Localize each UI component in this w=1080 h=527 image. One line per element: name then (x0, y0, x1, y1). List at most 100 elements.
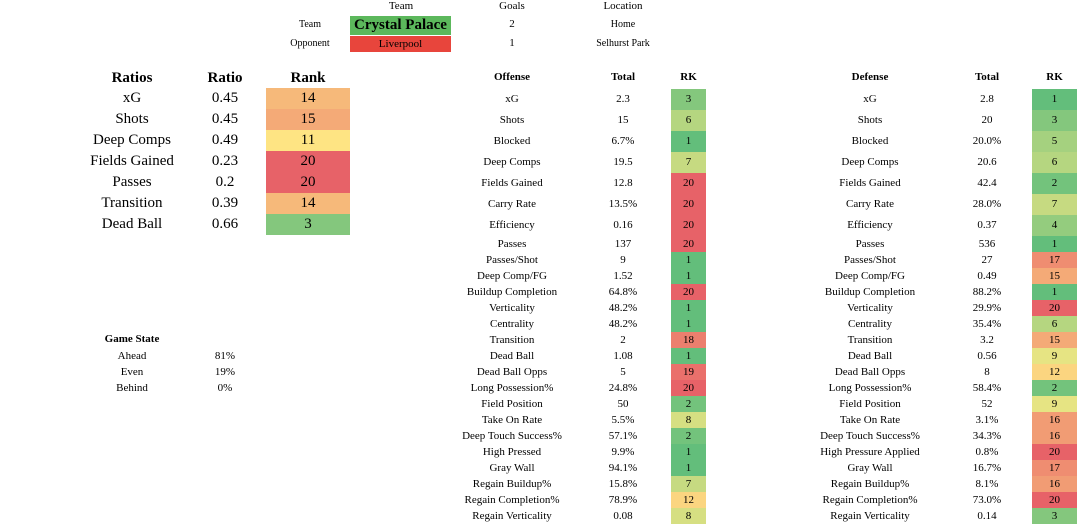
offense-row-label: Take On Rate (481, 414, 543, 426)
defense-row-total: 73.0% (972, 494, 1002, 506)
offense-row-total: 19.5 (613, 156, 633, 168)
offense-row-label: Passes/Shot (486, 254, 538, 266)
offense-row-total: 5 (620, 366, 626, 378)
ratio-rank: 20 (266, 172, 350, 193)
ratio-value: 0.45 (211, 111, 239, 127)
defense-row-total: 536 (978, 238, 996, 250)
defense-row-label: Dead Ball Opps (834, 366, 906, 378)
defense-row-label: Shots (857, 114, 883, 126)
ratio-label: Fields Gained (90, 153, 174, 169)
offense-row-total: 48.2% (608, 318, 638, 330)
defense-row-label: Passes (855, 238, 885, 250)
defense-row-rank: 9 (1032, 348, 1077, 364)
offense-row-label: Deep Comps (483, 156, 541, 168)
offense-row-total: 78.9% (608, 494, 638, 506)
offense-row-total: 64.8% (608, 286, 638, 298)
defense-row-total: 35.4% (972, 318, 1002, 330)
offense-row-label: xG (505, 93, 519, 105)
offense-row-rank: 20 (671, 173, 706, 194)
game-state-label: Even (120, 366, 144, 378)
opponent-goals: 1 (509, 37, 515, 49)
game-state-title: Game State (104, 333, 160, 345)
defense-row-label: Blocked (851, 135, 889, 147)
defense-row-rank: 1 (1032, 284, 1077, 300)
defense-row-total: 0.56 (977, 350, 997, 362)
team-name: Crystal Palace (350, 16, 451, 35)
offense-row-rank: 7 (671, 152, 706, 173)
offense-row-total: 1.08 (613, 350, 633, 362)
col-location-header: Location (603, 0, 643, 12)
defense-row-label: Efficiency (847, 219, 893, 231)
defense-row-label: Dead Ball (847, 350, 893, 362)
offense-row-rank: 1 (671, 316, 706, 332)
game-state-value: 81% (214, 350, 236, 362)
defense-row-label: Deep Comps (841, 156, 899, 168)
offense-row-label: Dead Ball Opps (476, 366, 548, 378)
offense-row-total: 9 (620, 254, 626, 266)
defense-row-total: 20.6 (977, 156, 997, 168)
offense-row-rank: 3 (671, 89, 706, 110)
offense-row-rank: 2 (671, 396, 706, 412)
ratio-rank: 15 (266, 109, 350, 130)
defense-row-rank: 2 (1032, 380, 1077, 396)
offense-row-rank: 18 (671, 332, 706, 348)
offense-header: Offense (493, 71, 531, 83)
offense-row-rank: 20 (671, 215, 706, 236)
defense-row-label: Long Possession% (828, 382, 912, 394)
offense-row-label: Buildup Completion (466, 286, 558, 298)
offense-row-label: Fields Gained (481, 177, 543, 189)
offense-row-label: Blocked (493, 135, 531, 147)
defense-row-total: 0.49 (977, 270, 997, 282)
defense-row-label: Transition (847, 334, 893, 346)
defense-rk-header: RK (1046, 71, 1063, 83)
offense-row-total: 15 (617, 114, 629, 126)
offense-row-total: 12.8 (613, 177, 633, 189)
offense-row-total: 5.5% (611, 414, 635, 426)
defense-row-label: High Pressure Applied (820, 446, 920, 458)
defense-row-label: Take On Rate (839, 414, 901, 426)
offense-total-header: Total (610, 71, 636, 83)
defense-row-total: 3.1% (975, 414, 999, 426)
offense-row-rank: 20 (671, 194, 706, 215)
offense-row-total: 0.16 (613, 219, 633, 231)
defense-row-rank: 3 (1032, 110, 1077, 131)
offense-rk-header: RK (680, 71, 697, 83)
offense-row-rank: 8 (671, 412, 706, 428)
defense-row-rank: 9 (1032, 396, 1077, 412)
offense-row-rank: 1 (671, 268, 706, 284)
team-row-label: Team (298, 19, 322, 30)
ratio-value: 0.66 (211, 216, 239, 232)
game-state-value: 0% (217, 382, 233, 394)
offense-row-label: Carry Rate (488, 198, 536, 210)
offense-row-label: Gray Wall (489, 462, 535, 474)
defense-row-label: Buildup Completion (824, 286, 916, 298)
offense-row-rank: 20 (671, 284, 706, 300)
offense-row-rank: 7 (671, 476, 706, 492)
game-state-value: 19% (214, 366, 236, 378)
offense-row-rank: 2 (671, 428, 706, 444)
defense-row-rank: 1 (1032, 89, 1077, 110)
defense-row-label: Passes/Shot (844, 254, 896, 266)
offense-row-rank: 12 (671, 492, 706, 508)
team-location: Home (610, 19, 636, 30)
opponent-location: Selhurst Park (596, 38, 650, 49)
defense-row-rank: 15 (1032, 268, 1077, 284)
defense-row-rank: 5 (1032, 131, 1077, 152)
defense-row-total: 16.7% (972, 462, 1002, 474)
defense-row-label: Regain Completion% (822, 494, 918, 506)
offense-row-total: 50 (617, 398, 629, 410)
ratio-value: 0.2 (215, 174, 235, 190)
ratio-value: 0.23 (211, 153, 239, 169)
offense-row-total: 137 (614, 238, 632, 250)
defense-row-label: Deep Comp/FG (835, 270, 905, 282)
ratios-header: Ratios (111, 70, 153, 86)
defense-row-rank: 16 (1032, 412, 1077, 428)
defense-row-label: Centrality (848, 318, 892, 330)
offense-row-label: Shots (499, 114, 525, 126)
offense-row-label: Verticality (489, 302, 535, 314)
defense-row-rank: 3 (1032, 508, 1077, 524)
offense-row-label: Long Possession% (470, 382, 554, 394)
ratio-rank: 20 (266, 151, 350, 172)
col-team-header: Team (388, 0, 414, 12)
offense-row-rank: 1 (671, 300, 706, 316)
